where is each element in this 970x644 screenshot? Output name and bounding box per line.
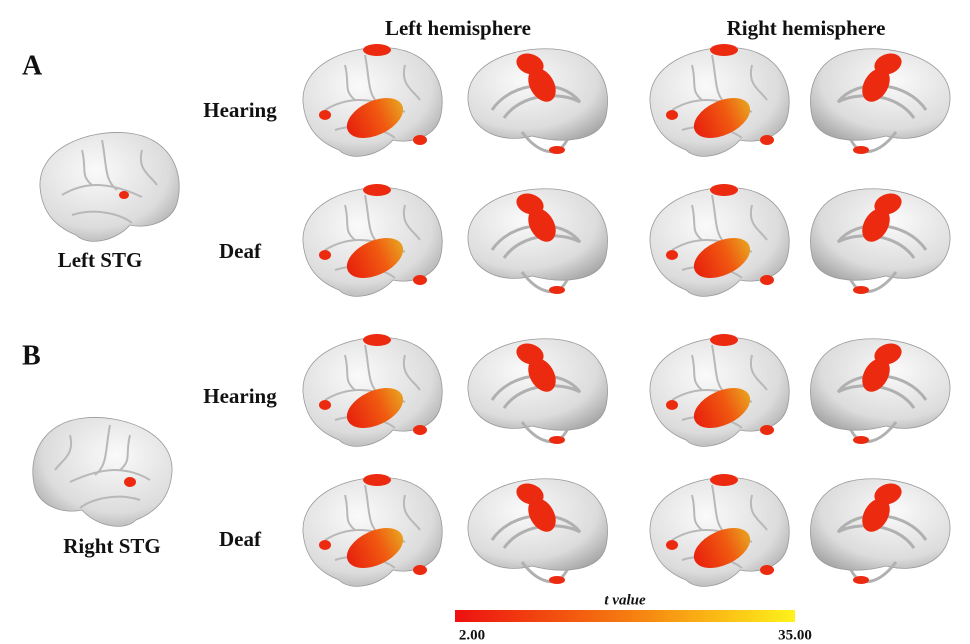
activation [853, 146, 869, 154]
activation [363, 334, 391, 346]
activation [528, 208, 556, 242]
activation [862, 498, 890, 532]
activation [528, 498, 556, 532]
activation [549, 286, 565, 294]
activation [363, 474, 391, 486]
cortex [31, 416, 174, 528]
lat-brain [38, 131, 181, 243]
med-brain [809, 477, 952, 584]
activation [693, 98, 751, 138]
med-brain [809, 47, 952, 154]
activation [710, 184, 738, 196]
panel-label: A [22, 50, 43, 81]
activation [710, 44, 738, 56]
activation [528, 358, 556, 392]
activation [528, 68, 556, 102]
brain-renders [31, 44, 952, 588]
lat-brain [648, 334, 791, 448]
row-label: Deaf [219, 239, 262, 263]
activation [119, 191, 129, 199]
seed-label: Right STG [63, 534, 160, 558]
activation [862, 68, 890, 102]
colorbar-min: 2.00 [459, 627, 485, 643]
activation [413, 565, 427, 575]
activation [693, 528, 751, 568]
med-brain [809, 187, 952, 294]
activation [760, 135, 774, 145]
colorbar-title: t value [604, 592, 646, 608]
activation [853, 436, 869, 444]
activation [363, 44, 391, 56]
activation [666, 110, 678, 120]
activation [693, 238, 751, 278]
med-brain [466, 477, 609, 584]
panel-label: B [22, 340, 41, 371]
activation [549, 146, 565, 154]
lat-brain [301, 474, 444, 588]
activation [346, 238, 404, 278]
column-title: Left hemisphere [385, 16, 531, 40]
activation [710, 474, 738, 486]
activation [853, 576, 869, 584]
lat-brain [301, 334, 444, 448]
row-label: Hearing [203, 384, 277, 408]
activation [710, 334, 738, 346]
lat-brain [648, 184, 791, 298]
activation [549, 436, 565, 444]
activation [319, 250, 331, 260]
activation [124, 477, 136, 487]
med-brain [809, 337, 952, 444]
activation [319, 110, 331, 120]
activation [363, 184, 391, 196]
med-brain [466, 187, 609, 294]
lat-brain [301, 184, 444, 298]
activation [549, 576, 565, 584]
activation [346, 388, 404, 428]
activation [862, 208, 890, 242]
activation [760, 275, 774, 285]
lat-brain [301, 44, 444, 158]
activation [346, 528, 404, 568]
activation [666, 250, 678, 260]
activation [319, 540, 331, 550]
activation [760, 425, 774, 435]
row-label: Deaf [219, 527, 262, 551]
med-brain [466, 337, 609, 444]
lat-brain [31, 416, 174, 528]
cortex [38, 131, 181, 243]
seed-label: Left STG [58, 248, 143, 272]
activation [666, 540, 678, 550]
activation [693, 388, 751, 428]
activation [853, 286, 869, 294]
lat-brain [648, 44, 791, 158]
activation [413, 135, 427, 145]
activation [862, 358, 890, 392]
med-brain [466, 47, 609, 154]
column-title: Right hemisphere [727, 16, 886, 40]
activation [319, 400, 331, 410]
colorbar-max: 35.00 [778, 627, 812, 643]
activation [346, 98, 404, 138]
activation [413, 425, 427, 435]
row-label: Hearing [203, 98, 277, 122]
lat-brain [648, 474, 791, 588]
activation [666, 400, 678, 410]
activation [760, 565, 774, 575]
activation [413, 275, 427, 285]
colorbar [455, 610, 795, 622]
